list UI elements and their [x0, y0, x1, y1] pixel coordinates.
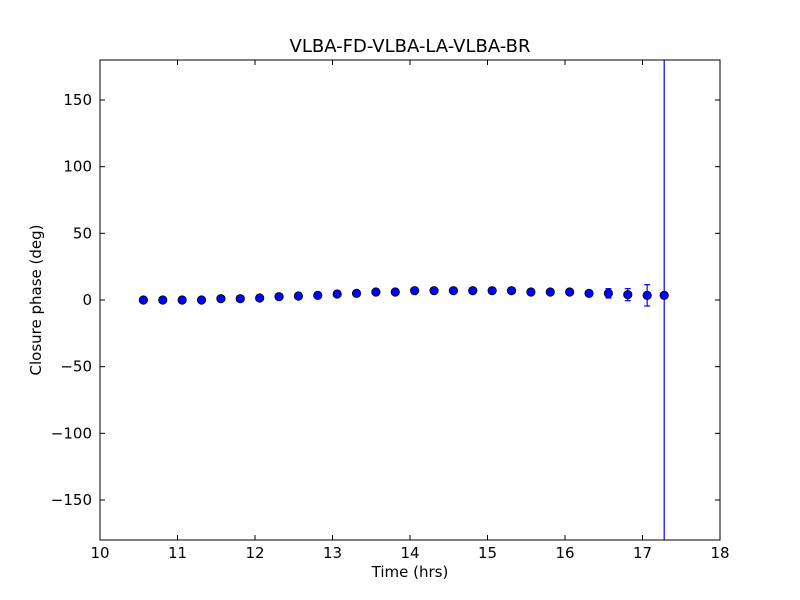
data-point — [158, 295, 168, 305]
data-point — [274, 292, 284, 302]
data-point — [390, 287, 400, 297]
y-tick-label: 50 — [73, 224, 92, 242]
data-point — [545, 287, 555, 297]
data-point — [332, 289, 342, 299]
chart-title: VLBA-FD-VLBA-LA-VLBA-BR — [290, 36, 531, 57]
data-point — [584, 288, 594, 298]
plot-area — [100, 60, 720, 540]
data-point — [659, 290, 669, 300]
data-point — [623, 290, 633, 300]
y-tick-label: −50 — [60, 358, 92, 376]
x-tick-label: 11 — [168, 544, 187, 562]
x-axis-ticks: 10 11 12 13 14 15 16 17 18 — [90, 60, 730, 562]
y-axis-label: Closure phase (deg) — [27, 225, 45, 376]
y-tick-label: 100 — [63, 158, 92, 176]
y-tick-label: −150 — [51, 491, 92, 509]
data-point — [603, 288, 613, 298]
x-tick-label: 18 — [710, 544, 729, 562]
data-point — [177, 295, 187, 305]
data-point — [138, 295, 149, 305]
data-point — [255, 293, 265, 303]
data-point — [351, 288, 362, 298]
x-tick-label: 14 — [400, 544, 419, 562]
data-point — [487, 286, 497, 296]
data-point — [410, 286, 420, 296]
data-point — [196, 295, 207, 305]
data-point — [468, 286, 478, 296]
data-point — [448, 286, 458, 296]
x-axis-label: Time (hrs) — [371, 563, 449, 581]
data-point — [235, 294, 245, 304]
x-tick-label: 12 — [245, 544, 264, 562]
y-tick-label: 0 — [82, 291, 92, 309]
data-point — [429, 286, 439, 296]
data-point — [506, 286, 517, 296]
x-tick-label: 17 — [633, 544, 652, 562]
data-point — [371, 287, 381, 297]
data-point — [293, 291, 303, 301]
data-point — [642, 290, 652, 300]
data-point — [216, 294, 226, 304]
plot-clip-region — [138, 60, 669, 540]
data-point — [526, 287, 536, 297]
data-point — [565, 287, 575, 297]
x-tick-label: 13 — [323, 544, 342, 562]
x-tick-label: 10 — [90, 544, 109, 562]
y-axis-ticks: 150 100 50 0 −50 −100 −150 — [51, 91, 720, 509]
plot-frame — [99, 59, 721, 541]
data-points — [138, 286, 669, 305]
x-tick-label: 16 — [555, 544, 574, 562]
y-tick-label: 150 — [63, 91, 92, 109]
data-point — [313, 290, 323, 300]
y-tick-label: −100 — [51, 424, 92, 442]
x-tick-label: 15 — [478, 544, 497, 562]
